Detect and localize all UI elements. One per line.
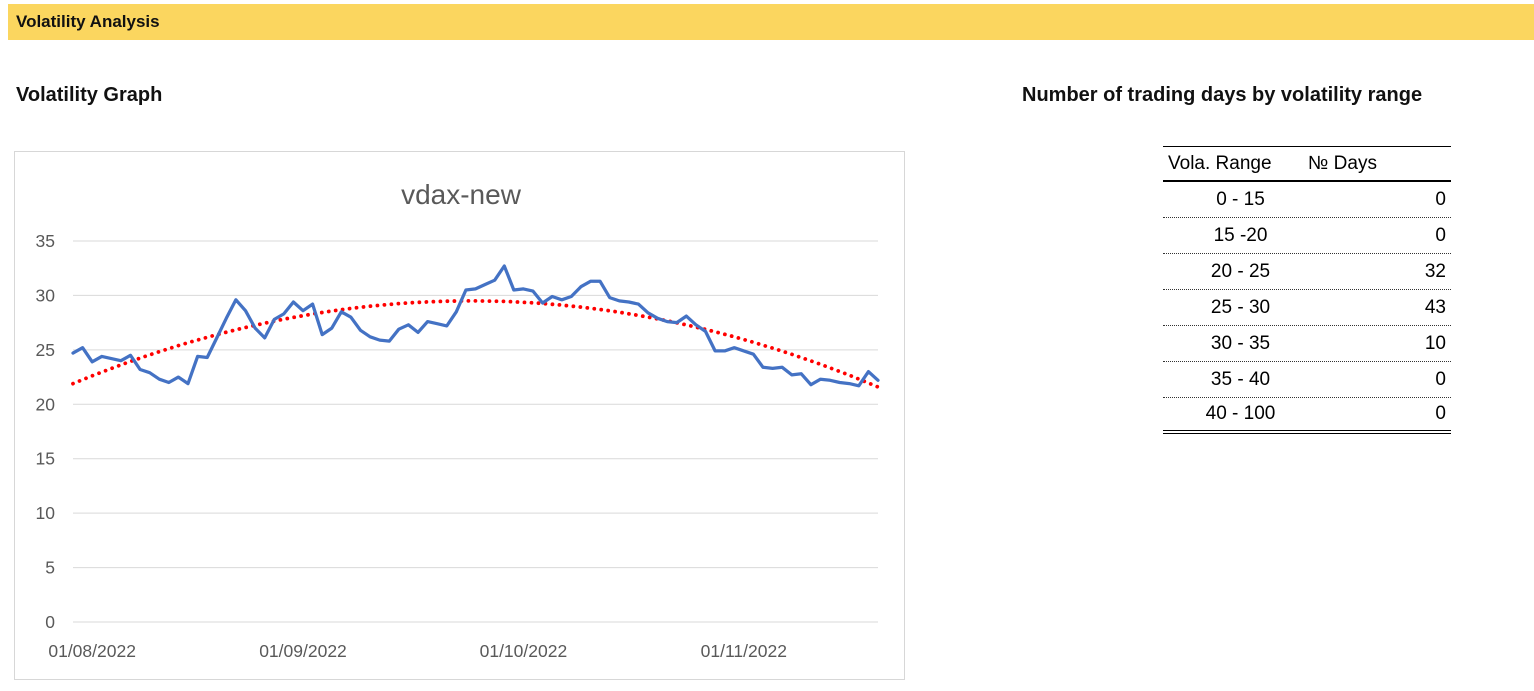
range-cell[interactable]: 25 - 30 — [1210, 296, 1271, 318]
table-row: 0 - 15 0 — [1163, 182, 1451, 218]
report-title: Volatility Analysis — [16, 12, 160, 31]
y-axis-tick-label: 30 — [36, 285, 56, 305]
range-cell[interactable]: 20 - 25 — [1210, 260, 1271, 282]
y-axis-tick-label: 35 — [36, 231, 55, 251]
table-header-row: Vola. Range № Days — [1163, 146, 1451, 182]
days-cell[interactable]: 0 — [1435, 368, 1446, 390]
chart-section-heading: Volatility Graph — [16, 84, 163, 106]
days-cell[interactable]: 0 — [1435, 224, 1446, 246]
days-cell[interactable]: 0 — [1435, 188, 1446, 210]
x-axis-tick-label: 01/10/2022 — [480, 641, 568, 661]
report-banner: Volatility Analysis — [8, 4, 1534, 40]
range-cell[interactable]: 0 - 15 — [1216, 188, 1265, 210]
table-row: 25 - 30 43 — [1163, 290, 1451, 326]
y-axis-tick-label: 10 — [36, 503, 56, 523]
y-axis-tick-label: 5 — [45, 558, 55, 578]
range-cell[interactable]: 35 - 40 — [1210, 368, 1271, 390]
volatility-chart[interactable]: 0 5 10 15 20 25 30 35 01/08/2022 01/09/2022 01/10/… — [14, 151, 905, 680]
chart-canvas: 0 5 10 15 20 25 30 35 01/08/2022 01/09/2022 01/10/… — [36, 179, 880, 661]
days-cell[interactable]: 10 — [1424, 332, 1446, 354]
table-row: 15 -20 0 — [1163, 218, 1451, 254]
chart-title: vdax-new — [401, 179, 522, 210]
x-axis-tick-label: 01/09/2022 — [259, 641, 347, 661]
table-section-heading: Number of trading days by volatility ran… — [1022, 84, 1423, 106]
range-cell[interactable]: 15 -20 — [1213, 224, 1268, 246]
volatility-range-table: Vola. Range № Days 0 - 15 0 15 -20 0 20 … — [1163, 146, 1451, 434]
table-row: 35 - 40 0 — [1163, 362, 1451, 398]
x-axis-tick-label: 01/11/2022 — [701, 641, 787, 661]
days-cell[interactable]: 32 — [1424, 260, 1446, 282]
y-axis-tick-label: 25 — [36, 340, 55, 360]
x-axis-tick-label: 01/08/2022 — [48, 641, 136, 661]
days-cell[interactable]: 43 — [1424, 296, 1446, 318]
y-axis-tick-label: 20 — [36, 394, 56, 414]
table-header-range: Vola. Range — [1168, 152, 1272, 174]
table-row: 40 - 100 0 — [1163, 398, 1451, 434]
range-cell[interactable]: 30 - 35 — [1210, 332, 1271, 354]
trendline-series[interactable] — [71, 299, 880, 389]
y-axis-tick-label: 0 — [45, 612, 55, 632]
days-cell[interactable]: 0 — [1435, 403, 1446, 424]
table-row: 30 - 35 10 — [1163, 326, 1451, 362]
range-cell[interactable]: 40 - 100 — [1205, 403, 1276, 424]
y-axis-tick-label: 15 — [36, 449, 55, 469]
table-header-days: № Days — [1308, 152, 1377, 174]
volatility-line-series[interactable] — [71, 264, 880, 388]
table-row: 20 - 25 32 — [1163, 254, 1451, 290]
